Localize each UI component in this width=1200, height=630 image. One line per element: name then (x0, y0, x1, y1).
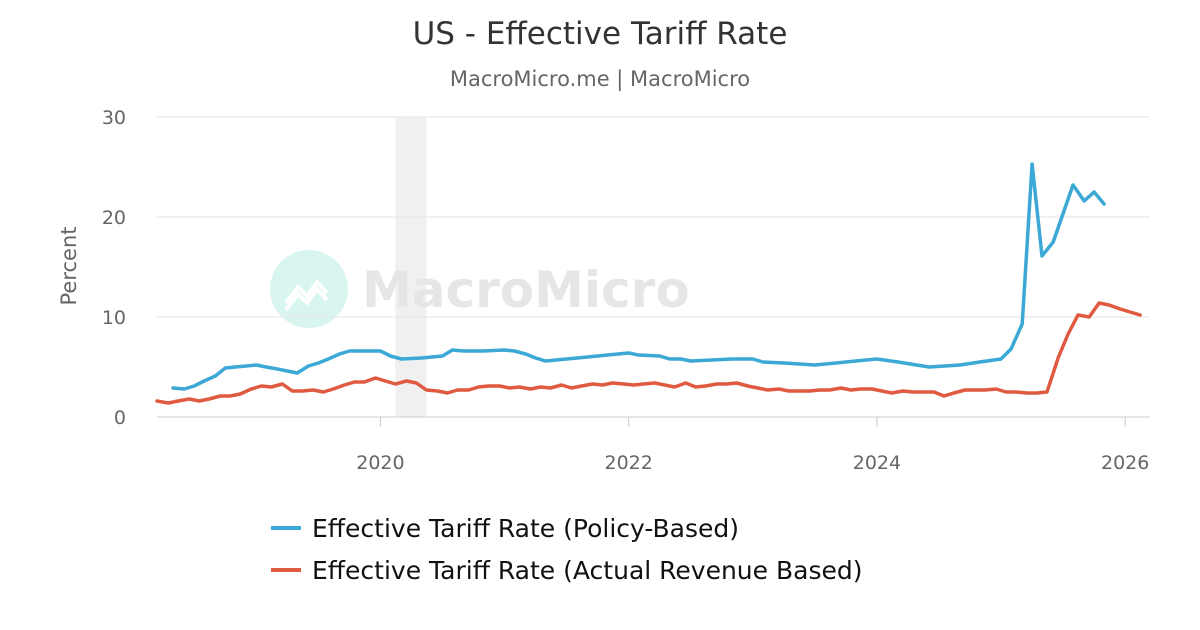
plot-area (395, 117, 427, 417)
series-layer (155, 162, 1142, 405)
x-tick-label-2020: 2020 (356, 452, 404, 474)
watermark-logo-icon (270, 250, 348, 328)
y-tick-label-20: 20 (102, 207, 126, 229)
legend-item-policy[interactable]: Effective Tariff Rate (Policy-Based) (271, 514, 739, 543)
legend-label-policy: Effective Tariff Rate (Policy-Based) (312, 514, 739, 543)
grid-lines (157, 116, 1150, 418)
legend-item-actual[interactable]: Effective Tariff Rate (Actual Revenue Ba… (271, 556, 862, 585)
watermark-chart-icon (284, 278, 329, 312)
x-tick-label-2022: 2022 (604, 452, 652, 474)
series-line-0[interactable] (171, 162, 1106, 391)
x-axis-ticks: 2020 2022 2024 2026 (356, 417, 1149, 474)
legend: Effective Tariff Rate (Policy-Based) Eff… (271, 514, 862, 585)
chart-subtitle: MacroMicro.me | MacroMicro (450, 67, 750, 92)
watermark-text: MacroMicro (362, 261, 690, 319)
x-tick-label-2024: 2024 (853, 452, 901, 474)
chart-title: US - Effective Tariff Rate (413, 16, 788, 52)
shaded-period-0 (395, 117, 427, 417)
y-tick-label-10: 10 (102, 307, 126, 329)
watermark: MacroMicro (270, 250, 690, 328)
y-axis-ticks: 0 10 20 30 (102, 107, 126, 429)
y-tick-label-30: 30 (102, 107, 126, 129)
legend-label-actual: Effective Tariff Rate (Actual Revenue Ba… (312, 556, 862, 585)
series-line-1[interactable] (155, 301, 1142, 405)
x-tick-label-2026: 2026 (1101, 452, 1149, 474)
y-axis-title: Percent (57, 226, 81, 305)
y-tick-label-0: 0 (114, 407, 126, 429)
